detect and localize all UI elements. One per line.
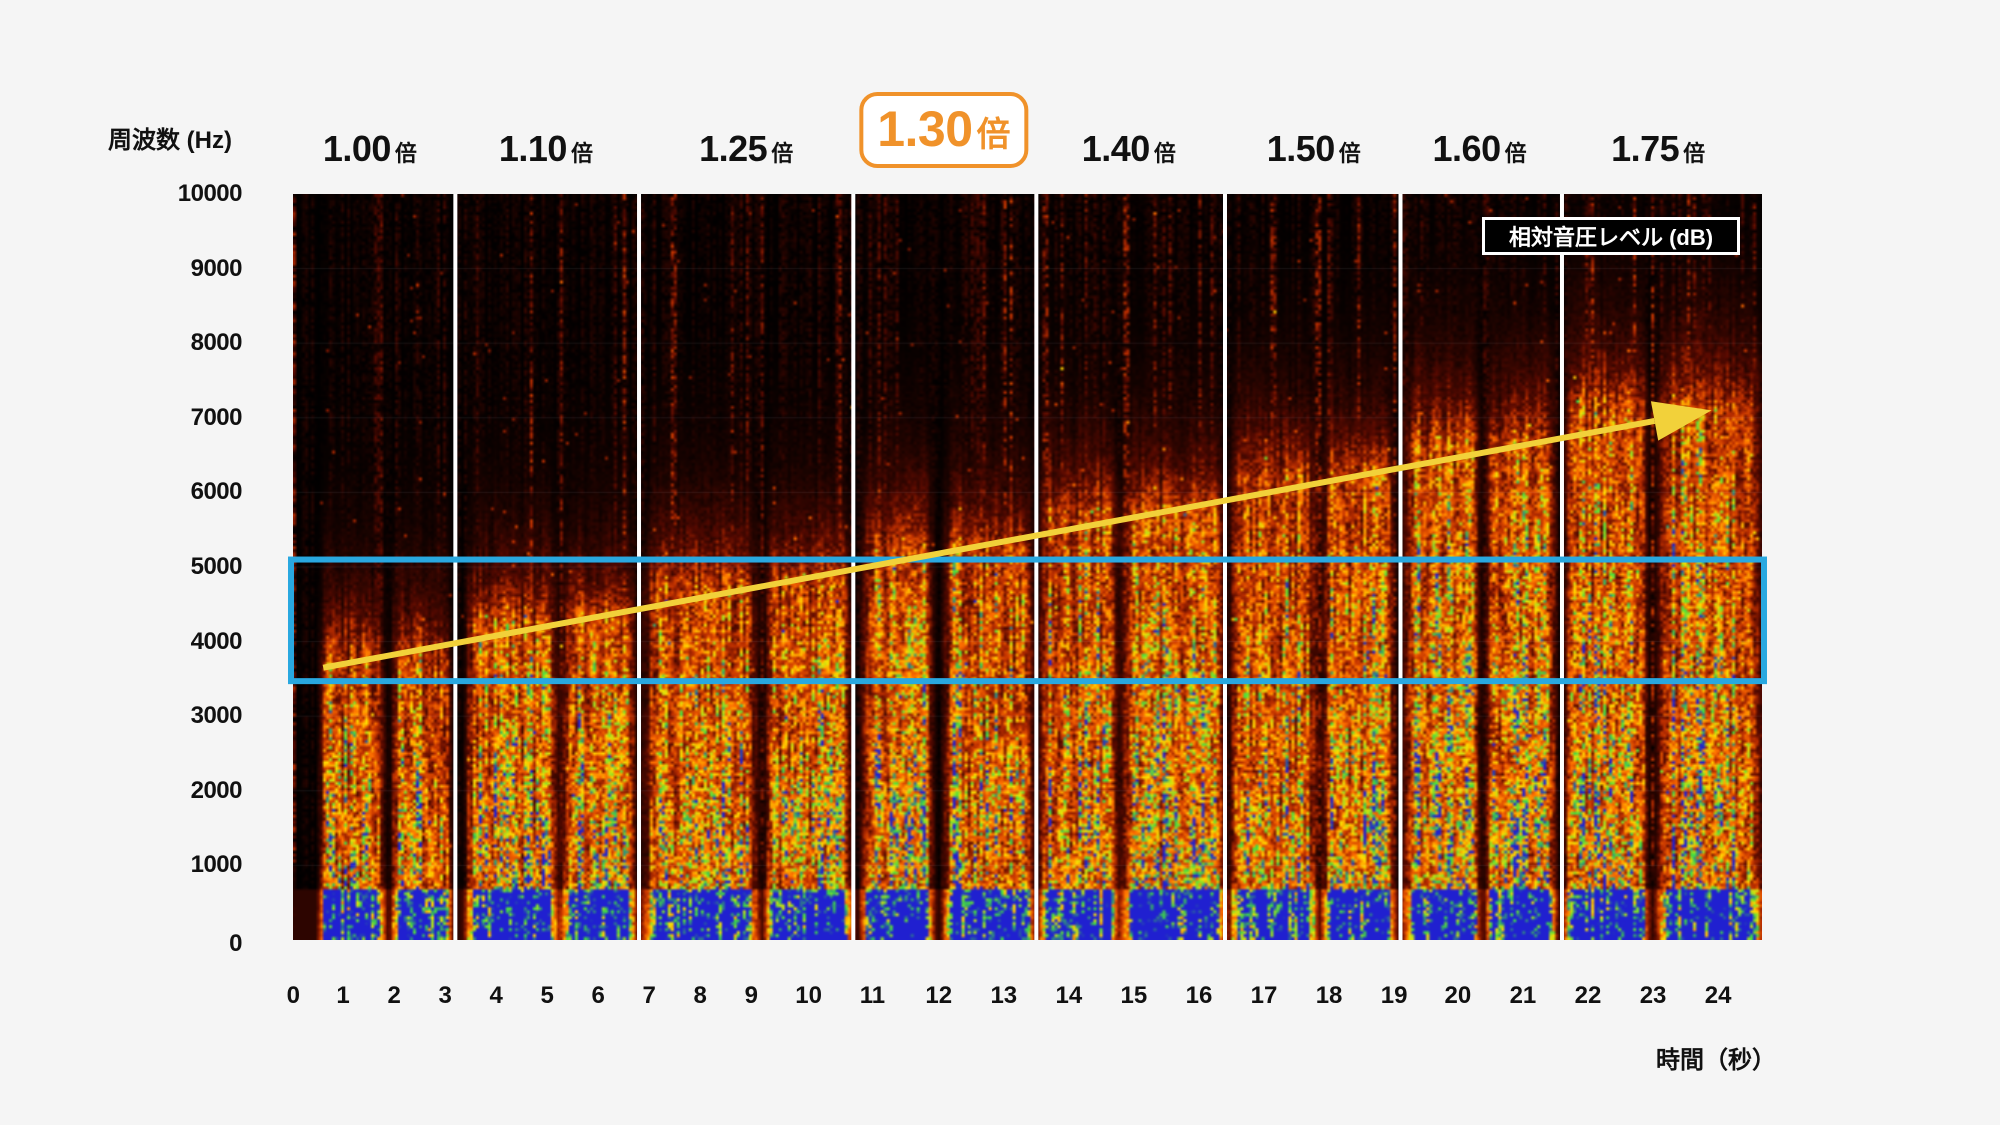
x-tick-label: 12	[925, 982, 953, 1009]
y-tick-label: 3000	[190, 702, 243, 730]
x-tick-label: 9	[744, 982, 758, 1009]
x-tick-label: 7	[642, 982, 656, 1009]
speed-unit: 倍	[1504, 141, 1527, 166]
x-tick-label: 3	[438, 982, 452, 1009]
trend-arrow-line	[322, 417, 1656, 671]
highlight-band	[288, 556, 1767, 685]
x-tick-label: 11	[859, 982, 886, 1009]
y-tick-label: 9000	[190, 254, 243, 282]
x-tick-label: 13	[990, 982, 1018, 1009]
speed-label: 1.75 倍	[1611, 128, 1705, 170]
x-tick-label: 24	[1704, 982, 1732, 1009]
x-tick-label: 0	[286, 982, 301, 1009]
legend-label: 相対音圧レベル (dB)	[1482, 217, 1740, 255]
speed-label: 1.00 倍	[323, 128, 417, 170]
x-tick-label: 1	[336, 982, 350, 1009]
speed-label: 1.10 倍	[499, 128, 593, 170]
speed-label: 1.60 倍	[1433, 128, 1527, 170]
x-tick-label: 2	[387, 982, 401, 1009]
y-tick-label: 7000	[190, 403, 243, 431]
speed-label: 1.25 倍	[699, 128, 793, 170]
x-tick-label: 8	[693, 982, 707, 1009]
x-tick-label: 4	[489, 982, 503, 1009]
y-tick-label: 6000	[190, 478, 243, 506]
speed-value: 1.50	[1266, 128, 1336, 169]
y-tick-label: 0	[229, 930, 242, 957]
speed-unit: 倍	[394, 141, 417, 166]
y-tick-label: 1000	[190, 851, 243, 879]
x-tick-label: 18	[1315, 982, 1343, 1009]
speed-label: 1.50 倍	[1267, 128, 1361, 170]
x-tick-label: 14	[1055, 982, 1083, 1009]
x-tick-label: 10	[795, 982, 823, 1009]
x-tick-label: 5	[540, 982, 554, 1009]
speed-value: 1.75	[1611, 128, 1680, 169]
speed-label: 1.40 倍	[1082, 128, 1176, 170]
x-tick-label: 6	[591, 982, 605, 1009]
trend-arrow-head	[1650, 401, 1712, 441]
speed-unit: 倍	[771, 141, 794, 166]
x-tick-label: 23	[1639, 982, 1667, 1009]
x-tick-label: 15	[1120, 982, 1148, 1009]
speed-unit: 倍	[570, 141, 593, 166]
y-tick-label: 5000	[190, 553, 243, 580]
spectrogram	[293, 194, 1762, 940]
y-axis-label: 周波数 (Hz)	[108, 127, 232, 154]
speed-value: 1.60	[1432, 128, 1502, 169]
speed-value: 1.40	[1081, 128, 1151, 169]
speed-value: 1.25	[699, 128, 768, 169]
speed-value: 1.30	[877, 101, 973, 157]
y-tick-label: 10000	[177, 180, 243, 207]
x-tick-label: 21	[1509, 982, 1537, 1009]
speed-unit: 倍	[1338, 141, 1361, 166]
y-tick-label: 8000	[190, 329, 243, 357]
x-axis-label: 時間（秒）	[1656, 1047, 1776, 1074]
speed-unit: 倍	[1153, 141, 1176, 166]
y-tick-label: 2000	[190, 776, 243, 804]
x-tick-label: 17	[1250, 982, 1278, 1009]
x-tick-label: 16	[1185, 982, 1213, 1009]
speed-unit: 倍	[1683, 141, 1706, 166]
speed-value: 1.10	[498, 128, 568, 169]
y-tick-label: 4000	[190, 627, 243, 655]
speed-unit: 倍	[976, 116, 1011, 154]
x-tick-label: 20	[1444, 982, 1472, 1009]
speed-value: 1.00	[322, 128, 392, 169]
speed-label-highlighted: 1.30 倍	[859, 92, 1029, 168]
x-tick-label: 19	[1380, 982, 1408, 1009]
x-tick-label: 22	[1574, 982, 1602, 1009]
